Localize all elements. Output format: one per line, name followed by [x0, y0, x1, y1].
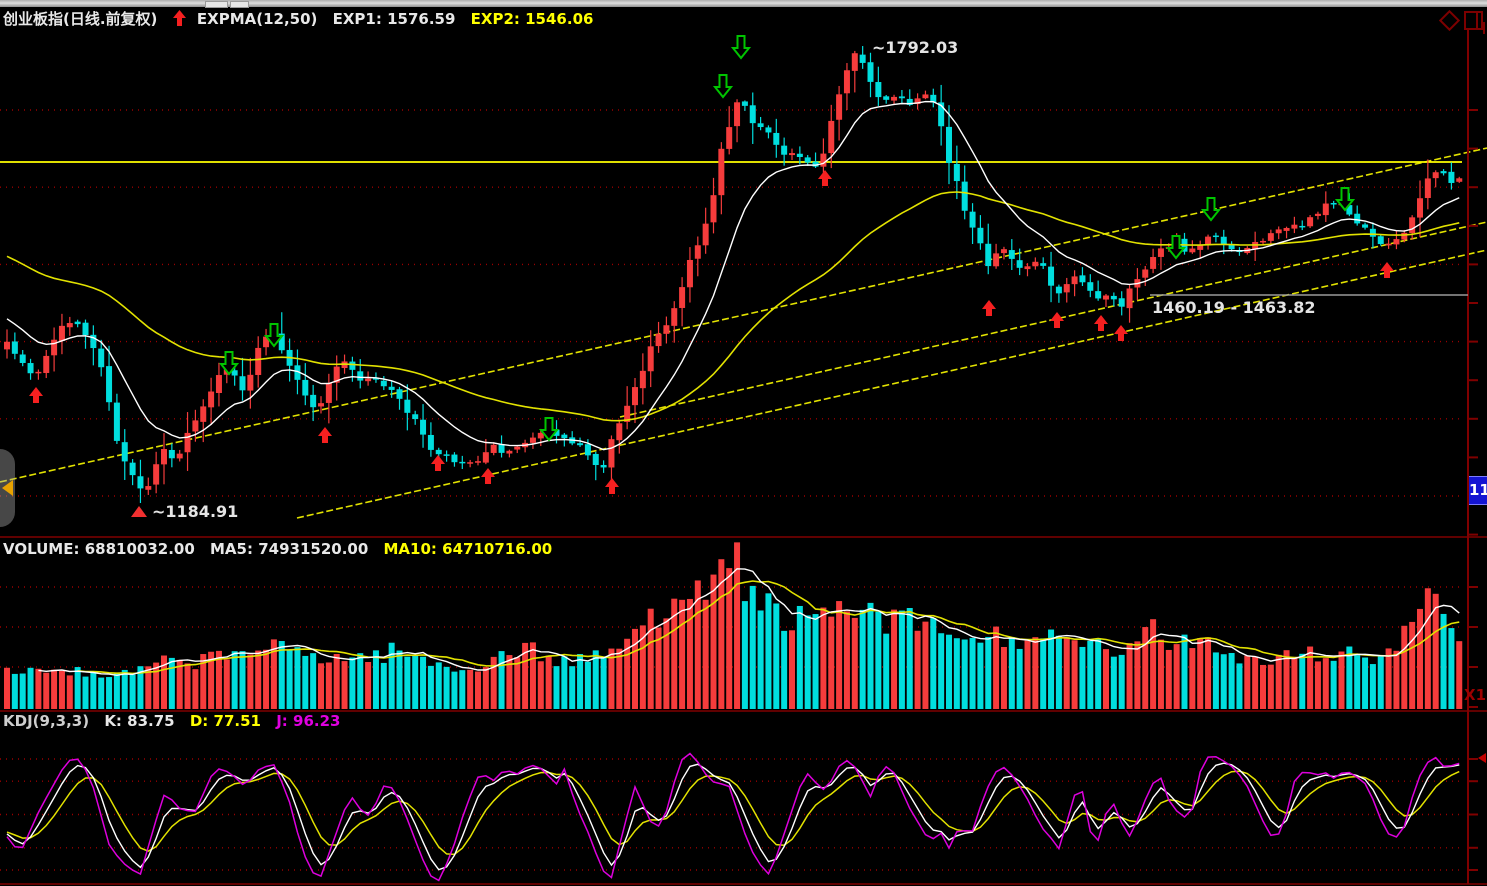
sell-signal-icon: [218, 351, 240, 376]
sell-signal-icon: [1200, 197, 1222, 222]
diamond-icon[interactable]: [1438, 9, 1461, 32]
volume-value: VOLUME: 68810032.00: [3, 540, 195, 558]
toolbar-button-fragment[interactable]: [230, 1, 249, 8]
kdj-j-value: J: 96.23: [276, 712, 341, 730]
scroll-left-button[interactable]: [0, 449, 15, 527]
window-layout-icon-divider: [1476, 13, 1478, 28]
borders-layer: [0, 30, 1487, 885]
volume-header: VOLUME: 68810032.00 MA5: 74931520.00 MA1…: [3, 538, 562, 560]
header-icons: [1438, 9, 1485, 34]
volume-layer: [4, 542, 1463, 709]
up-arrow-icon: [172, 10, 186, 26]
buy-signal-icon: [818, 170, 832, 186]
toolbar-button-fragment[interactable]: [205, 1, 228, 8]
signals-layer: [29, 35, 1394, 494]
kdj-header: KDJ(9,3,3) K: 83.75 D: 77.51 J: 96.23: [3, 710, 350, 732]
buy-signal-icon: [431, 455, 445, 471]
expma-layer: [6, 100, 1468, 451]
candles-layer: [4, 46, 1463, 504]
buy-signal-icon: [1050, 312, 1064, 328]
buy-signal-icon: [1380, 262, 1394, 278]
indicator-name: EXPMA(12,50): [196, 10, 318, 28]
exp1-value: EXP1: 1576.59: [332, 10, 456, 28]
sell-signal-icon: [730, 35, 752, 60]
buy-signal-icon: [1114, 325, 1128, 341]
kdj-name: KDJ(9,3,3): [3, 712, 90, 730]
buy-signal-icon: [982, 300, 996, 316]
sell-signal-icon: [538, 417, 560, 442]
kdj-d-value: D: 77.51: [189, 712, 261, 730]
buy-signal-icon: [481, 468, 495, 484]
axis-price-badge: 11: [1469, 476, 1487, 505]
window-layout-icon[interactable]: [1464, 11, 1485, 34]
gridlines-layer: [0, 109, 1462, 871]
buy-signal-icon: [1094, 315, 1108, 331]
range-price-label: 1460.19 - 1463.82: [1152, 298, 1316, 317]
kdj-k-value: K: 83.75: [104, 712, 175, 730]
buy-signal-icon: [318, 427, 332, 443]
low-price-label: ~1184.91: [152, 502, 239, 521]
window-layout-icon-stub: [1483, 22, 1485, 34]
sell-signal-icon: [712, 74, 734, 99]
page-title: 创业板指(日线.前复权): [3, 10, 158, 28]
volume-ma5: MA5: 74931520.00: [210, 540, 369, 558]
exp2-value: EXP2: 1546.06: [470, 10, 594, 28]
sell-signal-icon: [263, 323, 285, 348]
low-point-marker-icon: [131, 506, 147, 517]
main-chart-header: 创业板指(日线.前复权) EXPMA(12,50) EXP1: 1576.59 …: [3, 8, 603, 30]
sell-signal-icon: [1334, 187, 1356, 212]
top-toolbar-strip: [0, 0, 1487, 8]
volume-scale-label: X1: [1464, 686, 1487, 704]
scroll-left-arrow-icon: [2, 480, 13, 496]
buy-signal-icon: [29, 387, 43, 403]
volume-ma10: MA10: 64710716.00: [383, 540, 553, 558]
trendlines-layer: [0, 147, 1487, 519]
kdj-layer: [6, 752, 1460, 882]
buy-signal-icon: [605, 478, 619, 494]
sell-signal-icon: [1165, 235, 1187, 260]
peak-price-label: ~1792.03: [872, 38, 959, 57]
kdj-axis-marker-icon: [1478, 753, 1486, 763]
